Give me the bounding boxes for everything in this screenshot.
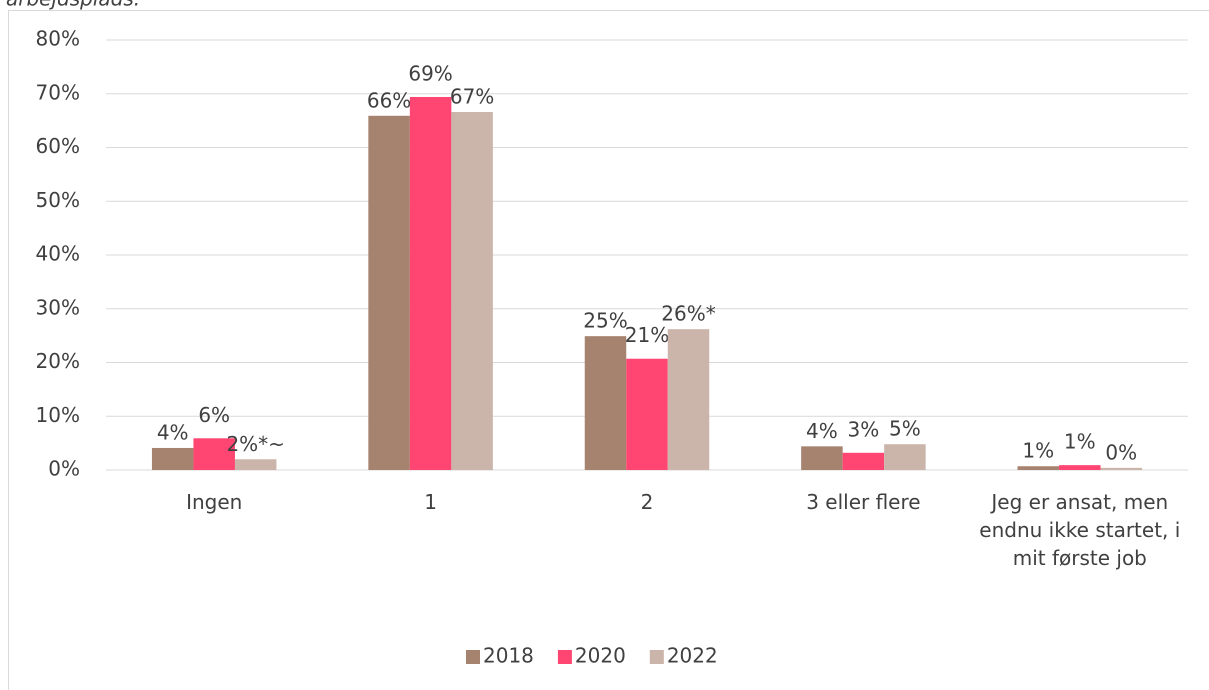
data-label: 2%*~ <box>226 432 285 456</box>
data-label: 4% <box>157 420 189 444</box>
bar <box>1100 467 1143 470</box>
data-label: 66% <box>367 88 411 112</box>
data-label: 67% <box>450 85 494 109</box>
bar <box>151 447 194 470</box>
y-tick-label: 20% <box>36 349 80 373</box>
bar <box>1059 465 1101 470</box>
bar <box>368 115 410 470</box>
legend-label: 2020 <box>575 644 626 668</box>
y-tick-label: 60% <box>36 134 80 158</box>
chart-border <box>8 10 1209 690</box>
y-tick-label: 40% <box>36 242 80 266</box>
bar <box>234 459 277 470</box>
data-label: 5% <box>889 417 921 441</box>
bar <box>193 438 235 470</box>
legend-swatch <box>557 650 572 664</box>
x-tick-label: Ingen <box>186 490 243 514</box>
legend-label: 2022 <box>667 644 718 668</box>
bar <box>842 452 885 470</box>
data-label: 25% <box>583 309 627 333</box>
legend-swatch <box>649 650 664 664</box>
y-tick-label: 50% <box>36 188 80 212</box>
bar <box>884 444 926 470</box>
y-tick-label: 80% <box>36 27 80 51</box>
data-label: 1% <box>1022 439 1054 463</box>
y-tick-label: 0% <box>48 457 80 481</box>
bar <box>451 112 493 471</box>
data-label: 4% <box>806 419 838 443</box>
bar <box>584 336 627 470</box>
y-tick-label: 70% <box>36 80 80 104</box>
data-label: 26%* <box>661 302 715 326</box>
data-label: 1% <box>1064 430 1096 454</box>
bar <box>667 329 710 470</box>
x-tick-label: 3 eller flere <box>806 490 921 514</box>
data-label: 6% <box>198 403 230 427</box>
bar <box>626 358 668 470</box>
bar <box>801 446 843 470</box>
legend-label: 2018 <box>483 644 534 668</box>
legend-swatch <box>466 650 480 664</box>
data-label: 3% <box>848 417 880 441</box>
x-tick-label: 1 <box>424 490 437 514</box>
y-tick-label: 30% <box>36 295 80 319</box>
bar <box>1017 466 1060 470</box>
chart-title: arbejdsplads. <box>6 0 140 11</box>
x-tick-label: Jeg er ansat, men endnu ikke startet, i … <box>979 490 1181 570</box>
x-tick-label: 2 <box>640 490 654 514</box>
data-label: 21% <box>625 323 669 347</box>
data-label: 0% <box>1105 440 1137 464</box>
y-tick-label: 10% <box>36 403 80 427</box>
data-label: 69% <box>408 61 452 85</box>
bar <box>409 96 452 470</box>
